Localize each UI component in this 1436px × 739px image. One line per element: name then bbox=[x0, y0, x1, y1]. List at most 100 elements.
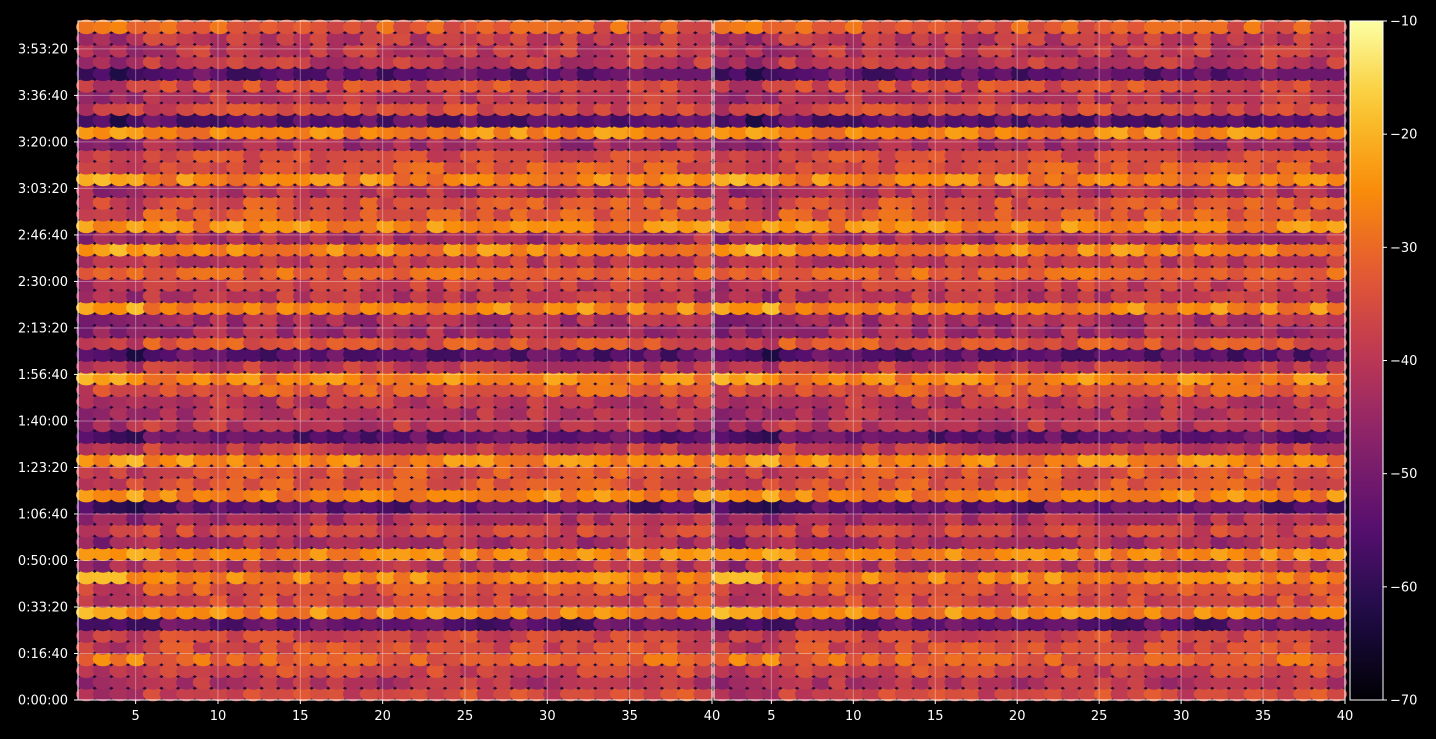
heatmap-cell bbox=[242, 663, 264, 678]
heatmap-cell bbox=[426, 417, 448, 433]
heatmap-cell bbox=[643, 663, 664, 678]
heatmap-cell bbox=[292, 441, 314, 456]
heatmap-cell bbox=[276, 160, 297, 175]
heatmap-cell bbox=[894, 663, 916, 678]
heatmap-cell bbox=[76, 183, 97, 199]
heatmap-cell bbox=[593, 218, 614, 234]
heatmap-cell bbox=[142, 171, 164, 187]
heatmap-cell bbox=[443, 604, 464, 620]
heatmap-cell bbox=[576, 534, 598, 550]
heatmap-cell bbox=[543, 89, 564, 105]
heatmap-cell bbox=[426, 487, 448, 503]
heatmap-cell bbox=[376, 534, 398, 550]
heatmap-cell bbox=[76, 218, 97, 234]
heatmap-cell bbox=[745, 569, 766, 585]
heatmap-cell bbox=[326, 230, 347, 245]
y-tick-label: 3:36:40 bbox=[18, 89, 68, 104]
heatmap-cell bbox=[359, 43, 381, 58]
heatmap-cell bbox=[176, 195, 197, 210]
heatmap-cell bbox=[142, 101, 164, 117]
heatmap-cell bbox=[242, 417, 264, 433]
heatmap-cell bbox=[693, 487, 714, 503]
heatmap-cell bbox=[76, 534, 97, 550]
heatmap-cell bbox=[292, 242, 314, 257]
heatmap-cell bbox=[844, 604, 866, 620]
heatmap-cell bbox=[242, 359, 264, 374]
heatmap-cell bbox=[109, 288, 130, 304]
heatmap-cell bbox=[609, 300, 631, 316]
heatmap-cell bbox=[292, 558, 314, 573]
heatmap-cell bbox=[712, 628, 733, 643]
heatmap-cell bbox=[359, 218, 381, 234]
heatmap-cell bbox=[276, 265, 297, 281]
heatmap-cell bbox=[543, 441, 564, 456]
heatmap-cell bbox=[576, 171, 598, 187]
heatmap-cell bbox=[242, 464, 264, 480]
heatmap-cell bbox=[159, 651, 181, 667]
heatmap-cell bbox=[459, 640, 481, 655]
heatmap-cell bbox=[92, 581, 114, 597]
heatmap-cell bbox=[126, 54, 147, 70]
heatmap-cell bbox=[1160, 640, 1181, 655]
heatmap-cell bbox=[393, 394, 414, 409]
heatmap-cell bbox=[643, 675, 664, 690]
heatmap-cell bbox=[109, 124, 130, 140]
heatmap-cell bbox=[343, 31, 364, 46]
heatmap-cell bbox=[493, 113, 514, 128]
heatmap-cell bbox=[226, 253, 247, 269]
heatmap-cell bbox=[443, 534, 464, 550]
heatmap-cell bbox=[1093, 640, 1115, 655]
heatmap-cell bbox=[676, 464, 698, 480]
heatmap-cell bbox=[159, 452, 181, 468]
heatmap-cell bbox=[526, 19, 548, 35]
heatmap-cell bbox=[660, 441, 681, 456]
heatmap-cell bbox=[493, 335, 514, 351]
heatmap-cell bbox=[660, 686, 681, 702]
heatmap-cell bbox=[559, 195, 581, 210]
heatmap-cell bbox=[609, 382, 631, 398]
heatmap-cell bbox=[476, 382, 498, 398]
heatmap-cell bbox=[259, 136, 281, 152]
heatmap-cell bbox=[326, 312, 347, 327]
heatmap-cell bbox=[1293, 675, 1314, 690]
heatmap-cell bbox=[576, 195, 598, 210]
heatmap-cell bbox=[609, 288, 631, 304]
heatmap-cell bbox=[1110, 534, 1132, 550]
heatmap-cell bbox=[393, 323, 414, 339]
heatmap-cell bbox=[1160, 581, 1181, 597]
heatmap-cell bbox=[426, 523, 448, 538]
heatmap-cell bbox=[176, 523, 197, 538]
heatmap-cell bbox=[576, 569, 598, 585]
heatmap-cell bbox=[126, 546, 147, 561]
heatmap-cell bbox=[676, 359, 698, 374]
heatmap-cell bbox=[109, 686, 130, 702]
heatmap-cell bbox=[1309, 686, 1331, 702]
heatmap-cell bbox=[609, 640, 631, 655]
heatmap-cell bbox=[142, 124, 164, 140]
heatmap-cell bbox=[676, 628, 698, 643]
heatmap-cell bbox=[209, 31, 231, 46]
heatmap-cell bbox=[1210, 640, 1231, 655]
heatmap-cell bbox=[409, 628, 431, 643]
heatmap-cell bbox=[276, 253, 297, 269]
heatmap-cell bbox=[142, 558, 164, 573]
heatmap-cell bbox=[626, 148, 648, 163]
heatmap-cell bbox=[259, 511, 281, 526]
heatmap-cell bbox=[109, 300, 130, 316]
heatmap-cell bbox=[309, 429, 331, 444]
heatmap-cell bbox=[1027, 581, 1049, 597]
heatmap-cell bbox=[443, 89, 464, 105]
heatmap-cell bbox=[393, 288, 414, 304]
heatmap-cell bbox=[1326, 534, 1347, 550]
heatmap-cell bbox=[676, 651, 698, 667]
heatmap-cell bbox=[226, 569, 247, 585]
heatmap-cell bbox=[576, 441, 598, 456]
heatmap-cell bbox=[176, 487, 197, 503]
heatmap-cell bbox=[226, 487, 247, 503]
heatmap-cell bbox=[359, 347, 381, 362]
heatmap-cell bbox=[626, 160, 648, 175]
heatmap-cell bbox=[593, 370, 614, 386]
heatmap-cell bbox=[1243, 628, 1264, 643]
heatmap-cell bbox=[409, 441, 431, 456]
